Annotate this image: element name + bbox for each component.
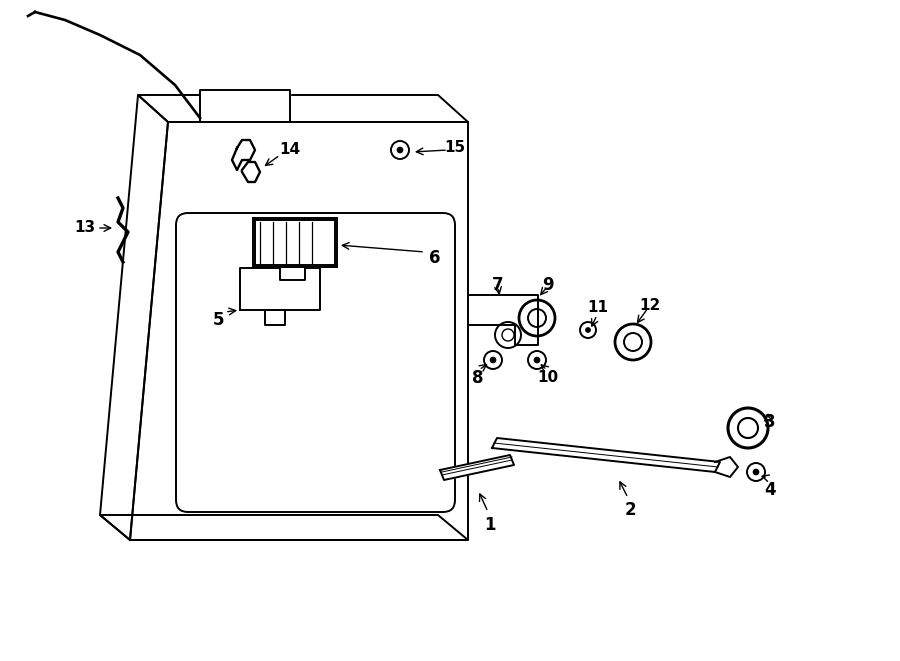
Text: 14: 14 <box>279 143 301 157</box>
Text: 9: 9 <box>542 276 554 294</box>
Text: 7: 7 <box>492 276 504 294</box>
Text: 15: 15 <box>445 141 465 155</box>
Bar <box>253 218 337 267</box>
FancyBboxPatch shape <box>176 213 455 512</box>
Polygon shape <box>138 95 468 122</box>
Bar <box>255 220 335 265</box>
Text: 12: 12 <box>639 297 661 313</box>
Polygon shape <box>470 295 538 345</box>
Text: 13: 13 <box>75 221 95 235</box>
Text: 11: 11 <box>588 301 608 315</box>
Text: 10: 10 <box>537 371 559 385</box>
Polygon shape <box>440 455 514 480</box>
Text: 8: 8 <box>472 369 484 387</box>
Circle shape <box>534 357 540 363</box>
Polygon shape <box>240 268 320 310</box>
Text: 1: 1 <box>484 516 496 534</box>
Text: 5: 5 <box>212 311 224 329</box>
Polygon shape <box>265 310 285 325</box>
Polygon shape <box>492 438 720 472</box>
Polygon shape <box>715 457 738 477</box>
Polygon shape <box>100 95 168 540</box>
Polygon shape <box>130 122 468 540</box>
Circle shape <box>397 147 403 153</box>
Text: 6: 6 <box>429 249 441 267</box>
Text: 3: 3 <box>764 413 776 431</box>
Text: 4: 4 <box>764 481 776 499</box>
Polygon shape <box>200 90 290 122</box>
Circle shape <box>490 357 496 363</box>
Circle shape <box>586 327 590 332</box>
Text: 2: 2 <box>625 501 635 519</box>
Polygon shape <box>100 515 468 540</box>
Circle shape <box>753 469 759 475</box>
